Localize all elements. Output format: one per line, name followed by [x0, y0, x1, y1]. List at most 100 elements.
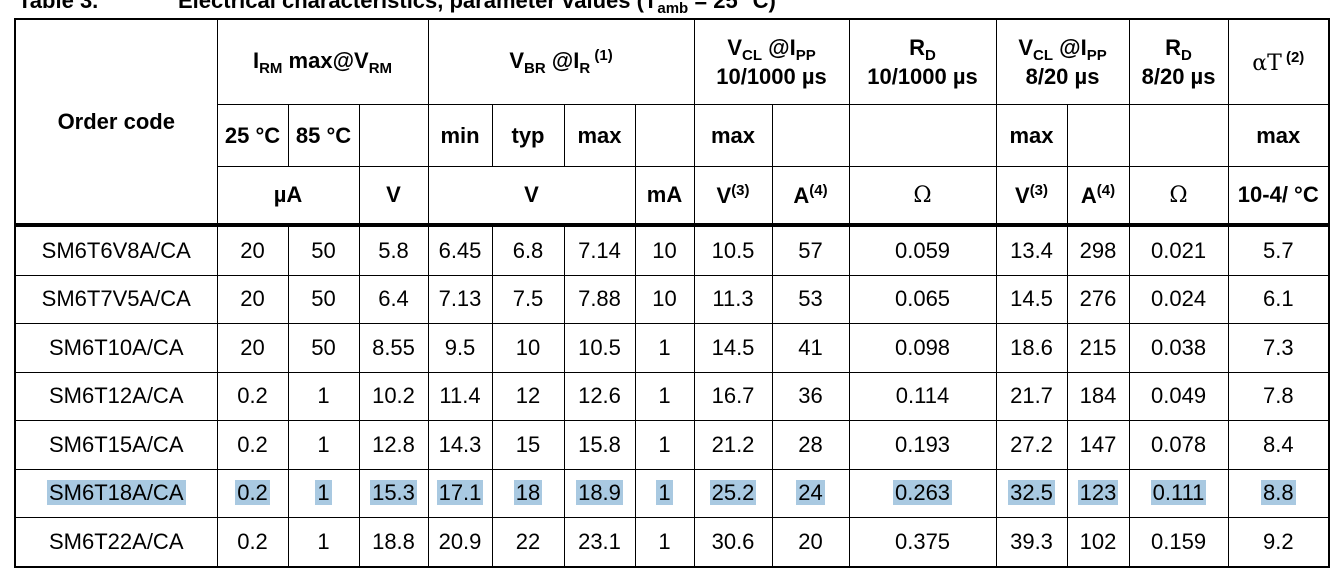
value: 27.2: [1010, 431, 1053, 457]
value: 147: [1079, 431, 1117, 457]
value-cell: 1: [634, 420, 695, 470]
value: 0.114: [895, 383, 950, 409]
value: 12: [515, 383, 541, 409]
value-cell: 0.375: [848, 517, 997, 567]
value: 16.7: [711, 383, 755, 409]
u-sup: (3): [731, 181, 750, 199]
value: 12.6: [578, 383, 621, 409]
value: 215: [1079, 334, 1117, 360]
table: Order code IRM max@VRM VBR @IR (1) VCL @…: [14, 18, 1331, 568]
h-sub: PP: [1086, 46, 1107, 64]
value: 12.8: [372, 431, 415, 457]
value-cell: 23.1: [563, 517, 636, 567]
value-cell: 1: [634, 323, 695, 373]
value-cell: 6.1: [1227, 274, 1330, 324]
value: 1: [656, 480, 673, 506]
value-cell: 28: [771, 420, 850, 470]
value: 0.263: [892, 480, 953, 506]
value: 0.098: [894, 334, 951, 360]
value-cell: 1: [287, 517, 360, 567]
value: 10.2: [372, 383, 415, 409]
value-cell: 30.6: [693, 517, 773, 567]
value-cell: 10.2: [358, 371, 429, 421]
value: 25.2: [709, 480, 757, 506]
value: 14.3: [438, 431, 482, 457]
header-cell: 25 °C: [216, 104, 289, 167]
value: 10: [652, 286, 677, 312]
value: 0.2: [237, 383, 268, 409]
value: 9.2: [1262, 528, 1294, 554]
value: 17.1: [436, 480, 484, 506]
h: V: [1018, 34, 1034, 60]
value-cell: 7.14: [563, 224, 636, 276]
h-sub: PP: [795, 46, 816, 64]
value: 0.059: [894, 237, 951, 263]
data-row: SM6T6V8A/CA 20 50 5.8 6.45 6.8 7.14 10 10.5 57 0.0…: [14, 224, 1330, 276]
value: 18.8: [372, 528, 415, 554]
h-sup: (2): [1281, 48, 1305, 66]
header-row: 25 °C 85 °C min typ max max max max: [15, 104, 1330, 167]
header-cell: max: [995, 104, 1068, 167]
value: 0.2: [237, 431, 268, 457]
value: 18.6: [1010, 334, 1053, 360]
value: 7.5: [512, 286, 544, 312]
unit-cell: Ω: [1128, 166, 1229, 227]
header-cell: [634, 104, 695, 167]
value-cell: 0.193: [848, 420, 997, 470]
value-cell: 0.111: [1128, 468, 1229, 518]
value-cell: 0.2: [216, 517, 289, 567]
value: 9.5: [444, 334, 476, 360]
value-cell: 7.13: [427, 274, 493, 324]
data-row: SM6T7V5A/CA 20 50 6.4 7.13 7.5 7.88 10 11.3 53 0.0…: [14, 274, 1330, 324]
value: 24: [796, 480, 825, 506]
unit-cell: Ω: [848, 166, 997, 227]
value-cell: 15.3: [358, 468, 429, 518]
u: A: [793, 182, 810, 208]
value-cell: 0.263: [848, 468, 997, 518]
u-sup: (3): [1029, 181, 1049, 199]
value-cell: 18.9: [563, 468, 636, 518]
value: 1: [658, 431, 671, 457]
value-cell: 41: [771, 323, 850, 373]
value: 39.3: [1010, 528, 1053, 554]
value: 102: [1079, 528, 1117, 554]
value-cell: 276: [1066, 274, 1130, 324]
value-cell: 1: [287, 468, 360, 518]
h: I: [252, 47, 260, 73]
value: 14.5: [711, 334, 755, 360]
h: @I: [1053, 34, 1087, 60]
header-cell: max: [1227, 104, 1330, 167]
value: 15: [515, 431, 541, 457]
header-cell: min: [427, 104, 493, 167]
header-cell: typ: [491, 104, 565, 167]
value: 23.1: [578, 528, 621, 554]
value-cell: 10.5: [563, 323, 636, 373]
value-cell: 53: [771, 274, 850, 324]
value: 10.5: [578, 334, 621, 360]
value: 20: [240, 237, 265, 263]
value: 276: [1079, 286, 1117, 312]
value: 20.9: [438, 528, 482, 554]
order-code-cell: SM6T10A/CA: [14, 323, 218, 373]
header-cell: αT (2): [1227, 18, 1330, 105]
value: 14.5: [1010, 286, 1053, 312]
header-cell: max: [563, 104, 636, 167]
value: 32.5: [1008, 480, 1055, 506]
value-cell: 0.159: [1128, 517, 1229, 567]
data-row: SM6T12A/CA 0.2 1 10.2 11.4 12 12.6 1 16.7 36 0.114…: [14, 371, 1330, 421]
value: 0.111: [1150, 480, 1207, 506]
value: 50: [311, 286, 336, 312]
table-title: Table 3. Electrical characteristics, para…: [18, 0, 776, 17]
value-cell: 9.2: [1227, 517, 1330, 567]
h: V: [509, 48, 524, 73]
value: 6.45: [438, 237, 482, 263]
value: 184: [1079, 383, 1117, 409]
value: 10: [515, 334, 541, 360]
value-cell: 18.6: [995, 323, 1068, 373]
value-cell: 11.4: [427, 371, 493, 421]
value-cell: 6.45: [427, 224, 493, 276]
value-cell: 1: [634, 468, 695, 518]
h-sub: D: [1181, 46, 1192, 64]
value: 15.8: [578, 431, 621, 457]
value-cell: 20.9: [427, 517, 493, 567]
